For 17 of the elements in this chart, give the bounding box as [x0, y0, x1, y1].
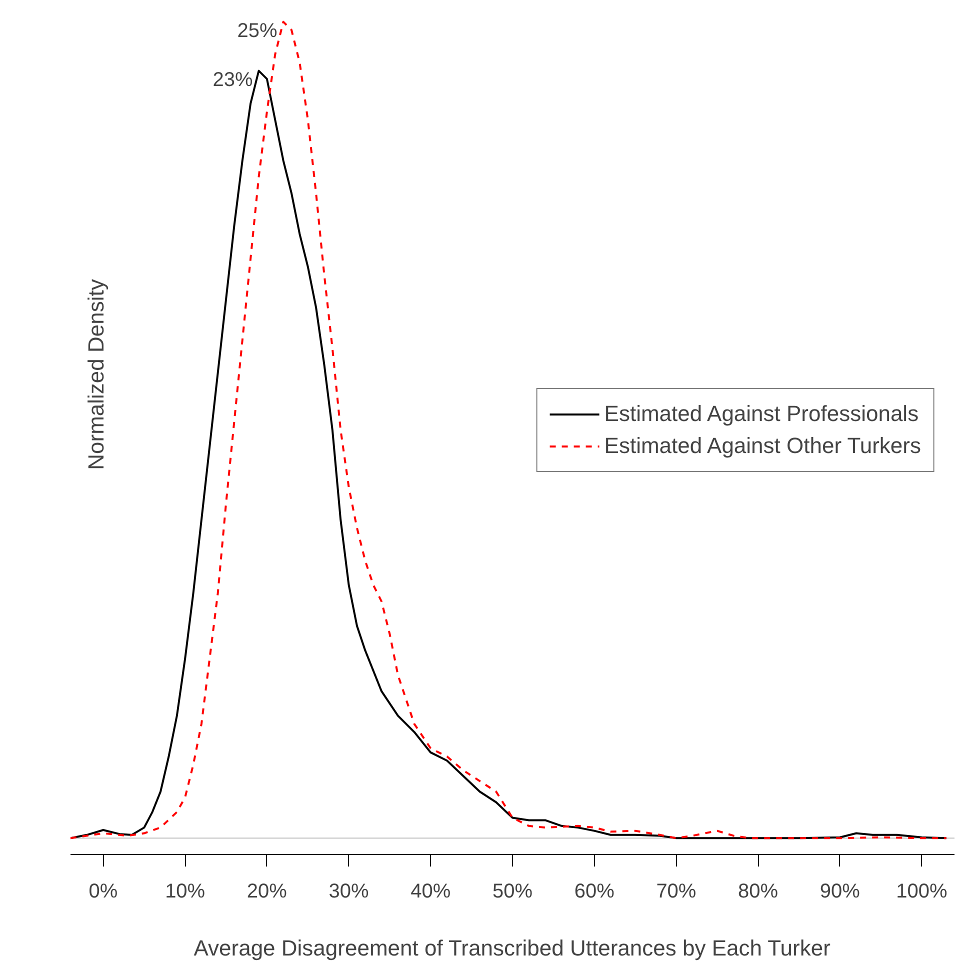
x-tick-label: 100% [896, 880, 948, 902]
x-tick-label: 90% [820, 880, 860, 902]
x-tick-label: 60% [574, 880, 615, 902]
x-tick-label: 50% [492, 880, 533, 902]
legend-label: Estimated Against Other Turkers [604, 432, 921, 458]
x-tick-label: 40% [410, 880, 451, 902]
x-tick-label: 0% [88, 880, 118, 902]
legend-label: Estimated Against Professionals [604, 400, 919, 426]
annotation: 23% [212, 68, 253, 91]
x-tick-label: 80% [738, 880, 778, 902]
annotation: 25% [237, 20, 278, 42]
x-tick-label: 20% [246, 880, 288, 902]
y-axis-title: Normalized Density [84, 279, 108, 470]
x-tick-label: 10% [165, 880, 206, 902]
x-axis-title: Average Disagreement of Transcribed Utterances by Each Turker [194, 936, 830, 960]
x-tick-label: 30% [328, 880, 370, 902]
x-tick-label: 70% [656, 880, 696, 902]
